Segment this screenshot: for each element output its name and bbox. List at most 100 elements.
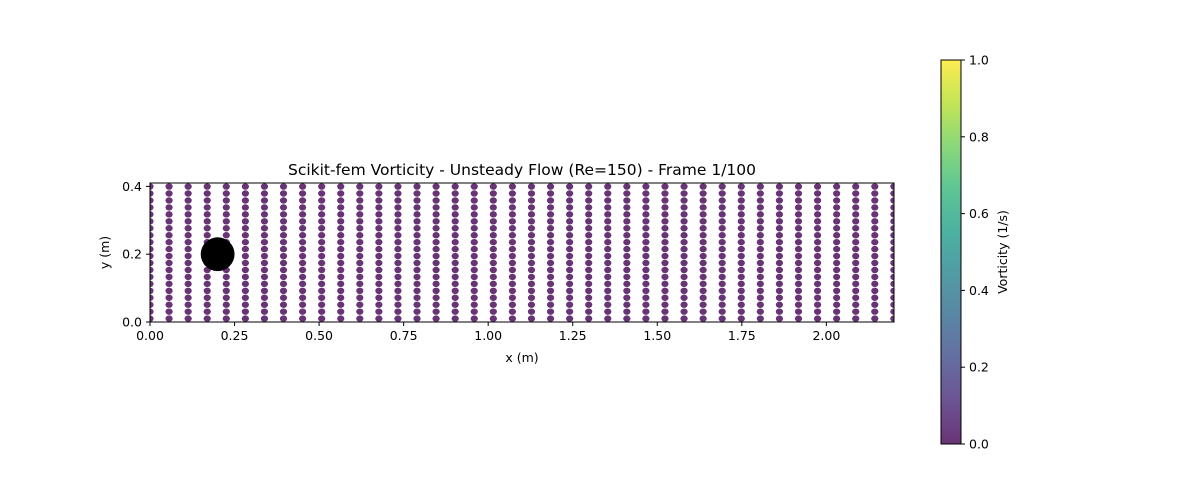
scatter-point [413, 287, 421, 295]
scatter-point [604, 252, 612, 260]
scatter-point [756, 197, 764, 204]
scatter-point [604, 301, 612, 308]
scatter-point [470, 183, 478, 190]
scatter-point [241, 266, 249, 274]
scatter-point [871, 301, 879, 308]
scatter-point [775, 301, 784, 308]
scatter-point [318, 183, 326, 190]
scatter-point [279, 266, 288, 274]
scatter-point [241, 259, 249, 267]
y-tick-label: 0.0 [122, 315, 142, 330]
scatter-point [566, 232, 574, 239]
scatter-point [298, 280, 307, 288]
scatter-point [318, 204, 326, 211]
scatter-point [451, 259, 459, 267]
scatter-point [165, 238, 173, 246]
scatter-point [718, 308, 726, 315]
scatter-point [298, 204, 307, 211]
scatter-point [298, 252, 307, 260]
scatter-point [852, 190, 860, 197]
scatter-point [680, 183, 688, 190]
scatter-point [356, 225, 364, 232]
scatter-point [852, 280, 860, 288]
scatter-point [623, 218, 631, 225]
scatter-point [527, 245, 536, 253]
scatter-point [356, 183, 364, 190]
scatter-point [260, 266, 269, 274]
scatter-point [604, 218, 612, 225]
scatter-point [451, 238, 459, 246]
scatter-point [813, 259, 822, 267]
scatter-point [184, 197, 192, 204]
scatter-point [432, 238, 440, 246]
scatter-point [661, 301, 669, 308]
scatter-point [451, 204, 459, 211]
scatter-point [756, 245, 764, 253]
colorbar-tick-label: 0.4 [969, 283, 989, 298]
scatter-point [184, 183, 192, 190]
scatter-point [451, 232, 459, 239]
scatter-point [318, 238, 326, 246]
scatter-point [508, 204, 516, 211]
scatter-point [604, 238, 612, 246]
scatter-point [585, 252, 593, 260]
scatter-point [718, 218, 726, 225]
scatter-point [546, 301, 555, 308]
scatter-point [642, 273, 650, 281]
scatter-point [546, 225, 555, 232]
scatter-point [413, 273, 421, 281]
scatter-point [508, 232, 516, 239]
scatter-point [623, 183, 631, 190]
scatter-point [356, 259, 364, 267]
scatter-point [375, 287, 383, 295]
scatter-point [203, 308, 211, 315]
scatter-point [451, 225, 459, 232]
scatter-point [394, 232, 402, 239]
scatter-point [890, 294, 894, 301]
scatter-point [356, 190, 364, 197]
scatter-point [642, 308, 650, 315]
colorbar-ticks: 0.0 0.2 0.4 0.6 0.8 1.0 [961, 53, 989, 452]
scatter-point [852, 197, 860, 204]
scatter-point [794, 211, 803, 218]
scatter-point [375, 280, 383, 288]
scatter-point [890, 301, 894, 308]
scatter-point [642, 266, 650, 274]
scatter-point [775, 287, 784, 295]
scatter-point [184, 238, 192, 246]
scatter-point [680, 273, 688, 281]
scatter-point [775, 266, 784, 274]
scatter-point [203, 232, 211, 239]
scatter-point [527, 252, 536, 260]
scatter-point [508, 287, 516, 295]
scatter-point [394, 266, 402, 274]
scatter-point [451, 266, 459, 274]
scatter-point [871, 266, 879, 274]
scatter-point [890, 280, 894, 288]
scatter-point [852, 245, 860, 253]
scatter-point [642, 197, 650, 204]
scatter-point [642, 190, 650, 197]
scatter-point [413, 197, 421, 204]
scatter-point [775, 259, 784, 267]
scatter-point [470, 204, 478, 211]
scatter-point [241, 287, 249, 295]
scatter-point [737, 273, 745, 281]
scatter-point [279, 273, 288, 281]
scatter-point [184, 315, 192, 322]
scatter-point [680, 259, 688, 267]
scatter-point [718, 294, 726, 301]
scatter-point [661, 218, 669, 225]
scatter-point [394, 252, 402, 260]
scatter-point [260, 287, 269, 295]
scatter-point [241, 225, 249, 232]
scatter-point [546, 204, 555, 211]
scatter-point [871, 315, 879, 322]
scatter-point [642, 259, 650, 267]
scatter-point [699, 211, 707, 218]
scatter-point [203, 211, 211, 218]
scatter-point [737, 280, 745, 288]
scatter-point [260, 280, 269, 288]
scatter-point [222, 218, 230, 225]
scatter-point [241, 232, 249, 239]
